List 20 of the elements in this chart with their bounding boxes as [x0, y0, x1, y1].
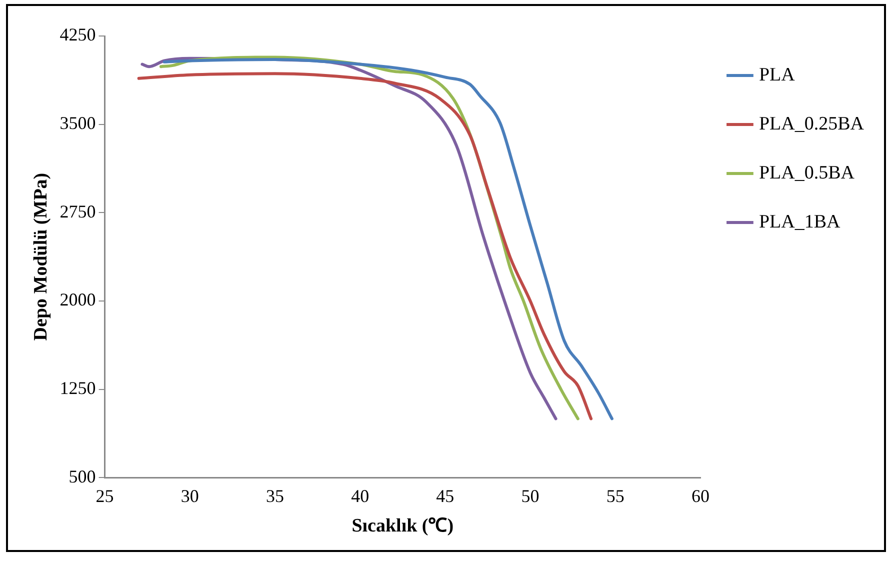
- x-tick-label: 45: [436, 486, 454, 506]
- y-tick-label: 500: [68, 466, 96, 486]
- legend-label: PLA_0.5BA: [758, 162, 855, 184]
- x-tick-label: 60: [691, 486, 710, 506]
- legend-label: PLA_1BA: [758, 211, 841, 232]
- x-tick-label: 25: [96, 486, 114, 506]
- legend-label: PLA: [758, 64, 796, 86]
- x-axis-title: Sıcaklık (℃): [352, 516, 454, 537]
- x-tick-label: 30: [180, 486, 199, 506]
- x-tick-label: 55: [606, 486, 624, 506]
- legend-label: PLA_0.25BA: [758, 113, 864, 134]
- y-tick-label: 3500: [60, 113, 96, 134]
- y-tick-label: 2000: [60, 290, 96, 310]
- y-tick-label: 1250: [60, 378, 96, 398]
- x-tick-label: 50: [521, 486, 540, 506]
- y-tick-label: 2750: [60, 201, 96, 222]
- x-tick-label: 40: [351, 486, 370, 506]
- y-tick-label: 4250: [60, 24, 96, 45]
- y-axis-title: Depo Modülü (MPa): [30, 172, 52, 341]
- x-tick-label: 35: [266, 486, 284, 506]
